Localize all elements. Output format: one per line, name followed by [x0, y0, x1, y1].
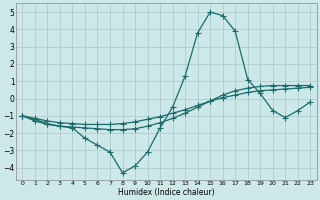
X-axis label: Humidex (Indice chaleur): Humidex (Indice chaleur): [118, 188, 215, 197]
